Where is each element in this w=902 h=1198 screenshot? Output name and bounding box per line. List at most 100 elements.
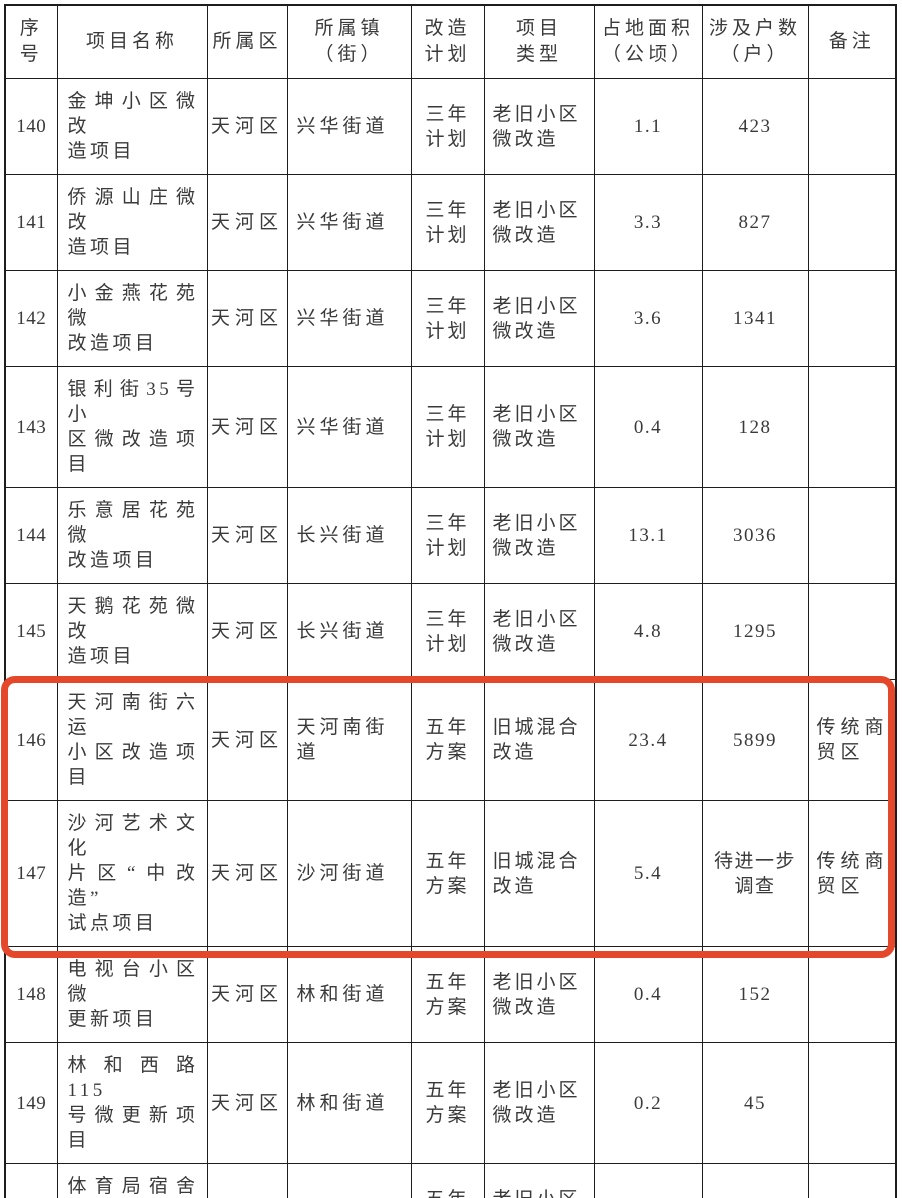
cell-town: 长兴街道 [286,487,412,584]
cell-type: 老旧小区 微改造 [483,78,595,175]
cell-serial-no: 140 [4,78,58,175]
col-header-district: 所属区 [206,4,288,79]
cell-project-name: 电视台小区微 更新项目 [56,946,208,1043]
cell-remark: 传统商 贸区 [807,679,897,801]
cell-plan: 三年 计划 [410,174,485,271]
table-row: 140 金坤小区微改 造项目 天河区 兴华街道 三年 计划 老旧小区 微改造 1… [4,78,897,175]
cell-district: 天河区 [206,1042,288,1164]
cell-town: 兴华街道 [286,78,412,175]
col-header-town: 所属镇 （街） [286,4,412,79]
cell-households: 5899 [701,679,809,801]
cell-project-name: 林和西路 115 号微更新项目 [56,1042,208,1164]
cell-remark: 传统商 贸区 [807,800,897,947]
cell-town: 兴华街道 [286,174,412,271]
cell-type: 老旧小区 微改造 [483,270,595,367]
cell-type: 老旧小区 微改造 [483,583,595,680]
cell-district: 天河区 [206,174,288,271]
cell-project-name: 侨源山庄微改 造项目 [56,174,208,271]
cell-project-name: 银利街35号小 区微改造项目 [56,366,208,488]
cell-type: 旧城混合 改造 [483,679,595,801]
cell-area: 1.1 [593,78,703,175]
cell-project-name: 小金燕花苑微 改造项目 [56,270,208,367]
col-header-project-name: 项目名称 [56,4,208,79]
cell-serial-no: 150 [4,1163,58,1198]
cell-area: 3.6 [593,270,703,367]
cell-town: 长兴街道 [286,583,412,680]
cell-plan: 五年 方案 [410,679,485,801]
cell-type: 老旧小区 微改造 [483,487,595,584]
cell-remark [807,270,897,367]
cell-serial-no: 144 [4,487,58,584]
cell-type: 老旧小区 微改造 [483,1163,595,1198]
cell-type: 老旧小区 微改造 [483,174,595,271]
cell-district: 天河区 [206,78,288,175]
document-page: 序 号 项目名称 所属区 所属镇 （街） 改造 计划 项目 类型 占地面积 （公… [0,4,902,1198]
cell-remark [807,583,897,680]
cell-type: 老旧小区 微改造 [483,946,595,1043]
table-row: 142 小金燕花苑微 改造项目 天河区 兴华街道 三年 计划 老旧小区 微改造 … [4,270,897,367]
cell-remark [807,174,897,271]
cell-type: 旧城混合 改造 [483,800,595,947]
cell-town: 林和街道 [286,1163,412,1198]
col-header-households: 涉及户数 （户） [701,4,809,79]
cell-households: 152 [701,946,809,1043]
cell-remark [807,487,897,584]
cell-district: 天河区 [206,946,288,1043]
cell-area: 0.4 [593,1163,703,1198]
cell-district: 天河区 [206,270,288,367]
cell-serial-no: 142 [4,270,58,367]
cell-area: 3.3 [593,174,703,271]
table-row: 148 电视台小区微 更新项目 天河区 林和街道 五年 方案 老旧小区 微改造 … [4,946,897,1043]
cell-project-name: 沙河艺术文化 片区“中改造” 试点项目 [56,800,208,947]
col-header-remark: 备注 [807,4,897,79]
col-header-plan: 改造 计划 [410,4,485,79]
cell-town: 兴华街道 [286,270,412,367]
cell-town: 天河南街 道 [286,679,412,801]
cell-area: 4.8 [593,583,703,680]
cell-type: 老旧小区 微改造 [483,366,595,488]
table-row: 150 体育局宿舍微 更新项目 天河区 林和街道 五年 方案 老旧小区 微改造 … [4,1163,897,1198]
cell-plan: 五年 方案 [410,800,485,947]
cell-area: 5.4 [593,800,703,947]
table-row: 149 林和西路 115 号微更新项目 天河区 林和街道 五年 方案 老旧小区 … [4,1042,897,1164]
cell-serial-no: 149 [4,1042,58,1164]
cell-remark [807,1042,897,1164]
cell-households: 178 [701,1163,809,1198]
cell-area: 0.2 [593,1042,703,1164]
cell-remark [807,366,897,488]
cell-plan: 五年 方案 [410,1042,485,1164]
cell-area: 0.4 [593,946,703,1043]
cell-town: 林和街道 [286,1042,412,1164]
cell-households: 1341 [701,270,809,367]
table-row: 147 沙河艺术文化 片区“中改造” 试点项目 天河区 沙河街道 五年 方案 旧… [4,800,897,947]
cell-households: 827 [701,174,809,271]
cell-project-name: 金坤小区微改 造项目 [56,78,208,175]
cell-serial-no: 148 [4,946,58,1043]
cell-district: 天河区 [206,487,288,584]
cell-serial-no: 146 [4,679,58,801]
cell-serial-no: 143 [4,366,58,488]
table-row: 143 银利街35号小 区微改造项目 天河区 兴华街道 三年 计划 老旧小区 微… [4,366,897,488]
col-header-serial-no: 序 号 [4,4,58,79]
cell-district: 天河区 [206,800,288,947]
cell-town: 兴华街道 [286,366,412,488]
table-row: 144 乐意居花苑微 改造项目 天河区 长兴街道 三年 计划 老旧小区 微改造 … [4,487,897,584]
header-row: 序 号 项目名称 所属区 所属镇 （街） 改造 计划 项目 类型 占地面积 （公… [4,4,897,79]
cell-district: 天河区 [206,679,288,801]
cell-households: 45 [701,1042,809,1164]
cell-households: 1295 [701,583,809,680]
cell-district: 天河区 [206,1163,288,1198]
cell-district: 天河区 [206,583,288,680]
cell-town: 林和街道 [286,946,412,1043]
cell-area: 23.4 [593,679,703,801]
cell-town: 沙河街道 [286,800,412,947]
cell-plan: 三年 计划 [410,487,485,584]
cell-district: 天河区 [206,366,288,488]
cell-project-name: 体育局宿舍微 更新项目 [56,1163,208,1198]
cell-remark [807,1163,897,1198]
cell-remark [807,946,897,1043]
cell-households: 423 [701,78,809,175]
cell-households: 3036 [701,487,809,584]
cell-households: 128 [701,366,809,488]
cell-serial-no: 141 [4,174,58,271]
